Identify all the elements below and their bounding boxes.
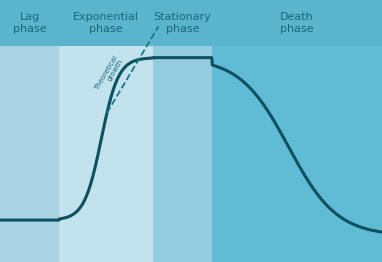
- Text: Death
phase: Death phase: [280, 12, 314, 34]
- Bar: [0, 0, 59, 262]
- Bar: [153, 0, 212, 46]
- Text: Theoretical
growth: Theoretical growth: [94, 55, 124, 95]
- Text: Lag
phase: Lag phase: [13, 12, 47, 34]
- Bar: [212, 0, 382, 46]
- Bar: [212, 0, 382, 262]
- Bar: [59, 0, 153, 46]
- Bar: [153, 0, 212, 262]
- Text: Stationary
phase: Stationary phase: [154, 12, 211, 34]
- Bar: [0, 0, 59, 46]
- Text: Exponential
phase: Exponential phase: [73, 12, 139, 34]
- Bar: [59, 0, 153, 262]
